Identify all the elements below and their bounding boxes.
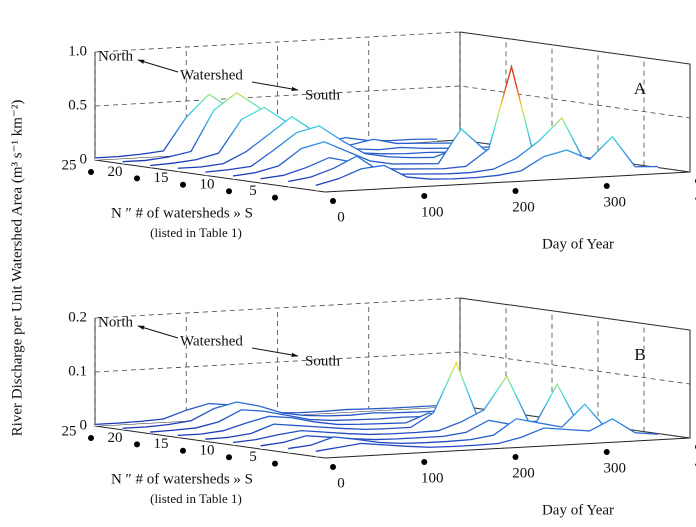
x-tick-label: 0 <box>337 209 345 225</box>
depth-tick <box>88 435 94 441</box>
x-tick-label: 100 <box>421 470 444 486</box>
depth-tick <box>226 188 232 195</box>
grid-line <box>94 85 691 119</box>
x-tick-label: 100 <box>421 204 444 220</box>
x-axis-label: Day of Year <box>542 236 614 252</box>
depth-tick-label: 20 <box>108 164 123 180</box>
x-tick <box>603 183 610 189</box>
x-tick-label: 300 <box>604 194 627 210</box>
x-tick <box>603 449 610 455</box>
occluder <box>122 401 465 430</box>
x-tick <box>421 459 428 465</box>
depth-tick-label: 25 <box>62 157 77 173</box>
depth-tick-label: 15 <box>154 170 169 186</box>
depth-tick-label: 25 <box>62 423 77 439</box>
x-tick-label: 300 <box>604 460 627 476</box>
z-tick-label: 0 <box>80 151 88 167</box>
panel-label: B <box>634 345 645 364</box>
x-tick <box>512 188 519 194</box>
depth-axis-note: (listed in Table 1) <box>150 491 242 506</box>
grid-line <box>94 31 691 65</box>
discharge-line <box>232 374 576 444</box>
arrow <box>137 325 179 339</box>
occluder <box>315 418 658 457</box>
z-tick-label: 0 <box>80 417 88 433</box>
x-axis-label: Day of Year <box>542 502 614 518</box>
depth-tick-label: 15 <box>154 436 169 452</box>
depth-tick-label: 5 <box>249 183 257 199</box>
annotation-south: South <box>305 353 341 369</box>
discharge-line <box>122 401 465 429</box>
z-tick-label: 0.1 <box>68 363 87 379</box>
x-tick-label: 200 <box>512 465 535 481</box>
annotation-watershed: Watershed <box>180 67 243 83</box>
depth-tick <box>272 460 278 467</box>
x-tick <box>512 454 519 460</box>
grid-line <box>94 351 691 385</box>
floor-edge <box>94 425 691 459</box>
discharge-line <box>288 403 631 450</box>
depth-tick <box>88 169 94 175</box>
depth-tick-label: 10 <box>200 177 215 193</box>
x-tick-label: 400 <box>695 455 696 471</box>
z-tick-label: 0.5 <box>68 97 87 113</box>
depth-tick-label: 10 <box>200 443 215 459</box>
discharge-line <box>260 382 603 447</box>
depth-axis-label: N ″ # of watersheds » S <box>111 205 253 221</box>
occluder <box>122 92 465 164</box>
depth-axis-label: N ″ # of watersheds » S <box>111 471 253 487</box>
x-tick-label: 0 <box>337 475 345 491</box>
depth-axis-note: (listed in Table 1) <box>150 225 242 240</box>
depth-tick <box>272 194 278 201</box>
annotation-watershed: Watershed <box>180 333 243 349</box>
grid-line <box>94 297 691 331</box>
discharge-line <box>315 135 658 186</box>
depth-tick <box>226 454 232 461</box>
occluder <box>260 66 603 184</box>
depth-tick <box>134 175 140 182</box>
annotation-north: North <box>98 48 133 64</box>
depth-tick <box>134 441 140 448</box>
panel-label: A <box>634 79 647 98</box>
occluder <box>150 107 493 168</box>
depth-tick <box>180 181 186 188</box>
depth-tick-label: 20 <box>108 430 123 446</box>
x-tick <box>330 464 336 470</box>
x-tick-label: 200 <box>512 199 535 215</box>
occluder <box>95 94 438 160</box>
discharge-line <box>315 418 659 452</box>
depth-tick-label: 5 <box>249 449 257 465</box>
annotation-north: North <box>98 314 133 330</box>
arrow <box>137 59 179 73</box>
z-tick-label: 0.2 <box>68 309 87 325</box>
x-tick <box>421 193 428 199</box>
z-tick-label: 1.0 <box>68 43 87 59</box>
floor-edge <box>94 159 691 193</box>
discharge-line <box>288 116 631 183</box>
occluder <box>315 136 658 191</box>
y-axis-label: River Discharge per Unit Watershed Area … <box>9 100 25 437</box>
x-tick-label: 400 <box>695 189 696 205</box>
depth-tick <box>180 447 186 454</box>
x-tick <box>330 198 336 204</box>
annotation-south: South <box>305 87 341 103</box>
arrow <box>251 81 299 91</box>
arrow <box>251 347 299 357</box>
